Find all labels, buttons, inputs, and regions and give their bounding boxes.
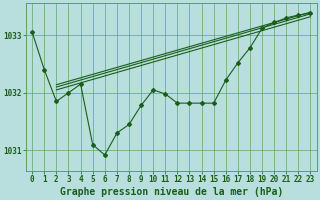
X-axis label: Graphe pression niveau de la mer (hPa): Graphe pression niveau de la mer (hPa) — [60, 186, 283, 197]
